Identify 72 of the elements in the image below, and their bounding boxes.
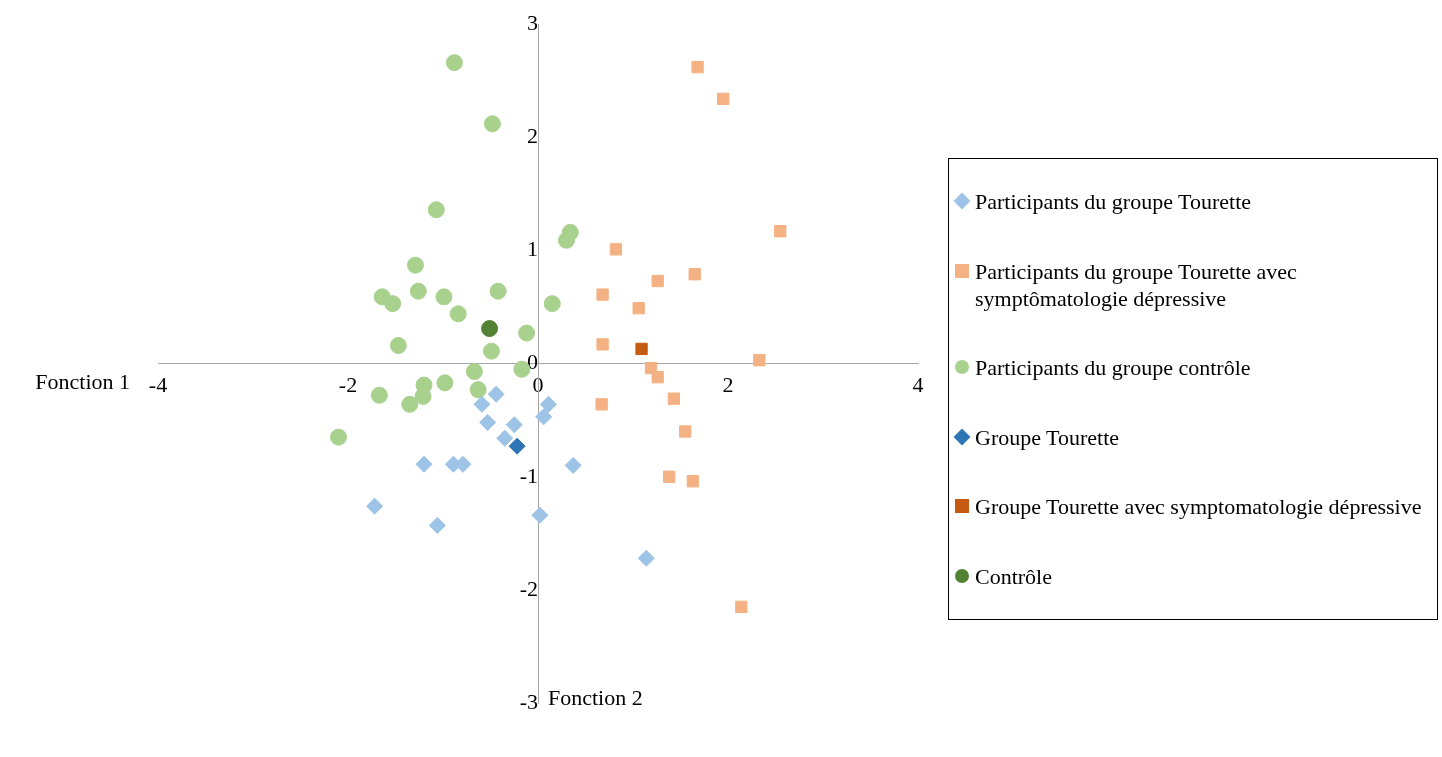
point — [479, 413, 497, 431]
point — [735, 600, 748, 613]
point — [409, 282, 427, 300]
y-tick-label: 1 — [527, 236, 538, 262]
point — [609, 243, 623, 256]
point — [518, 324, 536, 342]
point — [667, 392, 681, 405]
y-tick-label: 3 — [527, 9, 538, 35]
point — [688, 268, 701, 281]
point — [679, 425, 692, 438]
point — [596, 338, 609, 351]
point — [543, 295, 561, 313]
legend-label: Participants du groupe Tourette — [975, 188, 1252, 216]
point — [370, 386, 388, 404]
x-tick-label: -2 — [338, 371, 358, 397]
point — [686, 475, 700, 488]
legend-label: Participants du groupe contrôle — [975, 354, 1251, 382]
point — [366, 497, 384, 515]
point — [651, 274, 664, 288]
point — [435, 288, 453, 306]
point — [651, 371, 664, 384]
x-tick-label: -4 — [148, 371, 168, 397]
point — [330, 428, 347, 446]
point — [389, 337, 407, 354]
point — [427, 201, 445, 219]
point — [595, 398, 608, 411]
point — [753, 354, 766, 367]
point — [469, 381, 487, 399]
legend-label: Groupe Tourette — [975, 423, 1120, 451]
point — [445, 54, 463, 72]
y-tick-label: -2 — [519, 575, 538, 601]
point — [774, 225, 787, 238]
point — [539, 395, 557, 413]
point — [531, 506, 549, 524]
point — [481, 320, 499, 338]
point — [489, 282, 507, 300]
point — [465, 363, 483, 381]
point — [632, 302, 645, 315]
point — [505, 416, 523, 434]
point — [635, 342, 648, 356]
x-axis-title: Fonction 1 — [35, 369, 130, 395]
legend-label: Groupe Tourette avec symptomatologie dépressive — [975, 493, 1422, 521]
point — [401, 395, 419, 413]
point — [558, 231, 575, 249]
point — [449, 305, 467, 323]
point — [508, 437, 526, 455]
point — [637, 549, 655, 567]
point — [436, 374, 454, 392]
point — [717, 92, 730, 106]
point — [428, 516, 446, 534]
legend-label: Participants du groupe Tourette avec symptômatologie dépressive — [975, 257, 1298, 312]
point — [662, 470, 676, 483]
x-tick-label: 2 — [722, 371, 734, 397]
point — [596, 288, 609, 301]
y-tick-label: 0 — [527, 349, 538, 375]
point — [384, 295, 402, 313]
point — [691, 61, 704, 74]
y-tick-label: -1 — [519, 462, 538, 488]
point — [483, 115, 501, 133]
point — [415, 455, 433, 473]
point — [496, 429, 514, 447]
point — [473, 395, 491, 413]
y-tick-label: -3 — [519, 688, 538, 714]
point — [535, 408, 553, 426]
point — [564, 456, 582, 474]
y-tick-label: 2 — [527, 123, 538, 149]
point — [482, 342, 500, 360]
point — [406, 256, 424, 274]
legend-label: Contrôle — [975, 562, 1052, 590]
y-axis-title: Fonction 2 — [548, 684, 643, 710]
x-tick-label: 4 — [912, 371, 924, 397]
point — [487, 385, 505, 403]
